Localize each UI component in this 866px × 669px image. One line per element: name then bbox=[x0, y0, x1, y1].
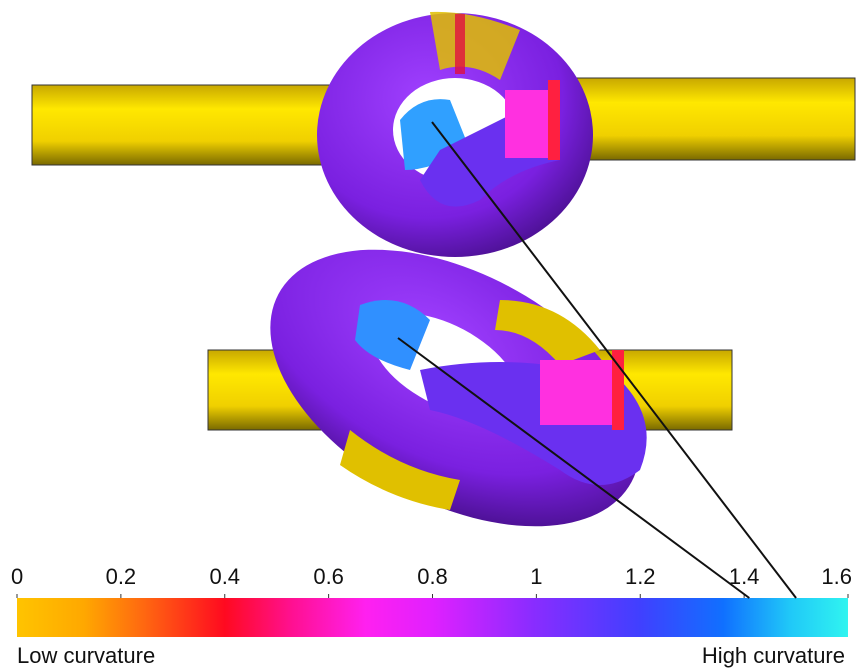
x-tick-label: 1 bbox=[530, 564, 542, 589]
x-tick-label: 1.2 bbox=[625, 564, 656, 589]
x-tick-label: 1.6 bbox=[821, 564, 852, 589]
x-tick-label: 0.6 bbox=[313, 564, 344, 589]
x-tick-label: 0.8 bbox=[417, 564, 448, 589]
top-knot bbox=[32, 12, 855, 257]
high-label: High curvature bbox=[702, 643, 845, 668]
figure: Low curvature High curvature 0 0.2 0.4 0.6 0… bbox=[0, 0, 866, 669]
colorbar bbox=[17, 598, 848, 637]
x-tick-label: 0.2 bbox=[106, 564, 137, 589]
low-label: Low curvature bbox=[17, 643, 155, 668]
x-tick-label: 0.4 bbox=[209, 564, 240, 589]
x-tick-label: 0 bbox=[11, 564, 23, 589]
